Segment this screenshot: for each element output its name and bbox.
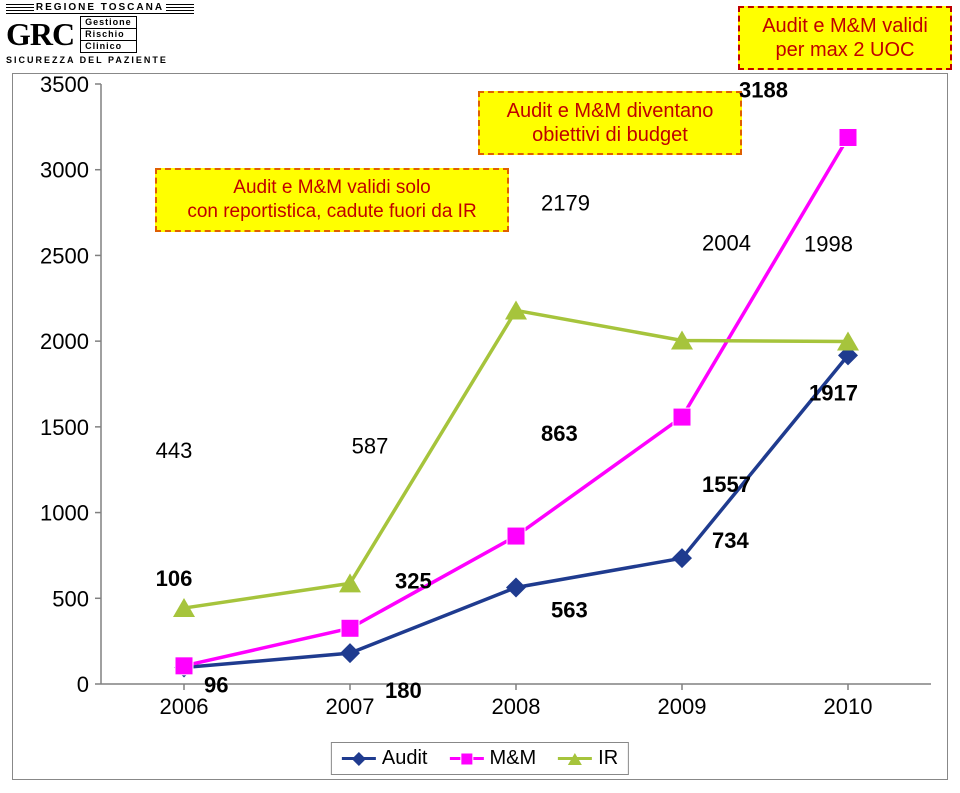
callout-top-l2: per max 2 UOC [776,39,915,61]
logo-bottom: SICUREZZA DEL PAZIENTE [6,55,194,65]
svg-text:2008: 2008 [492,694,541,719]
svg-text:2500: 2500 [40,243,89,268]
svg-text:2006: 2006 [160,694,209,719]
svg-text:1998: 1998 [804,231,853,256]
svg-text:2009: 2009 [658,694,707,719]
svg-text:180: 180 [385,678,422,703]
legend-item-ir: IR [558,747,618,770]
grc-logo: REGIONE TOSCANA GRC Gestione Rischio Cli… [6,2,194,66]
svg-text:0: 0 [77,672,89,697]
svg-text:2004: 2004 [702,230,751,255]
line-chart: 0 500 1000 1500 2000 2500 3000 3500 2006 2007 2008… [13,74,949,780]
logo-side-1: Rischio [81,29,136,41]
svg-text:734: 734 [712,528,749,553]
svg-text:1917: 1917 [809,380,858,405]
logo-side-2: Clinico [81,41,136,52]
svg-text:1500: 1500 [40,415,89,440]
svg-text:1000: 1000 [40,501,89,526]
svg-text:443: 443 [156,438,193,463]
callout-top: Audit e M&M validi per max 2 UOC [738,6,952,70]
svg-text:2007: 2007 [326,694,375,719]
legend-item-mm: M&M [449,747,536,770]
svg-text:96: 96 [204,673,228,698]
svg-text:325: 325 [395,568,432,593]
logo-side: Gestione Rischio Clinico [80,16,137,53]
svg-text:2000: 2000 [40,329,89,354]
svg-text:587: 587 [352,433,389,458]
legend-label-mm: M&M [489,747,536,770]
svg-text:106: 106 [156,566,193,591]
svg-text:3188: 3188 [739,77,788,102]
legend-label-ir: IR [598,747,618,770]
svg-text:1557: 1557 [702,472,751,497]
svg-text:3500: 3500 [40,74,89,97]
callout-top-l1: Audit e M&M validi [762,15,928,37]
legend-item-audit: Audit [342,747,428,770]
legend-line-ir [558,757,592,760]
logo-grc: GRC [6,16,74,53]
svg-text:2179: 2179 [541,190,590,215]
legend-line-audit [342,757,376,760]
legend-label-audit: Audit [382,747,428,770]
logo-region: REGIONE TOSCANA [34,2,166,13]
legend-line-mm [449,757,483,760]
svg-text:563: 563 [551,597,588,622]
svg-text:500: 500 [52,586,89,611]
svg-text:3000: 3000 [40,158,89,183]
chart-container: 0 500 1000 1500 2000 2500 3000 3500 2006 2007 2008… [12,73,948,780]
chart-legend: Audit M&M IR [331,742,629,775]
logo-side-0: Gestione [81,17,136,29]
svg-text:2010: 2010 [824,694,873,719]
svg-text:863: 863 [541,421,578,446]
